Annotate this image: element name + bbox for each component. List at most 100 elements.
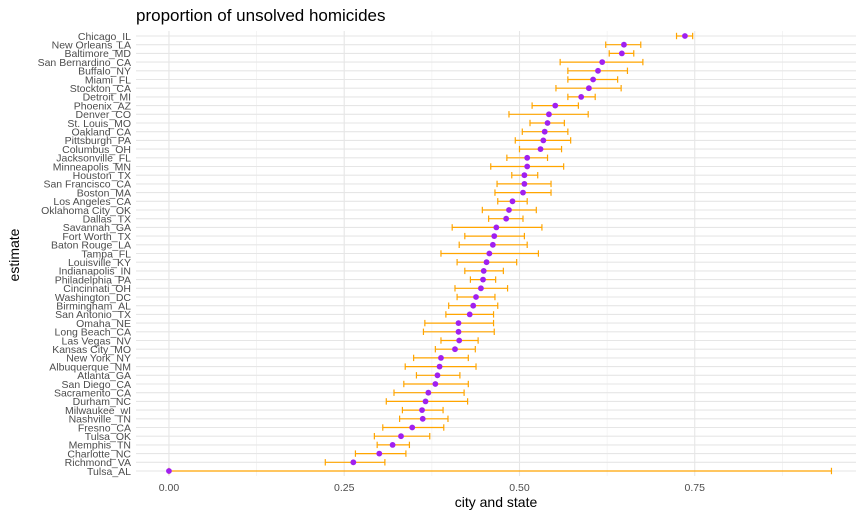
y-tick-label: Indianapolis_IN: [59, 266, 131, 278]
errorbar-group: [608, 50, 635, 57]
errorbar-group: [424, 319, 495, 327]
estimate-point: [350, 459, 357, 466]
estimate-point: [521, 172, 528, 179]
x-axis-tick-labels: 0.00 0.25 0.50 0.75: [159, 482, 705, 494]
estimate-point: [552, 102, 559, 109]
estimate-point: [506, 207, 512, 213]
estimate-point: [478, 285, 484, 292]
errorbar-group: [451, 224, 543, 231]
errorbar-group: [454, 285, 509, 292]
errorbar-group: [456, 259, 518, 266]
estimate-point: [434, 372, 441, 379]
errorbar-group: [399, 415, 449, 422]
x-tick-label: 0.50: [509, 482, 530, 494]
grid-lines: [136, 31, 856, 476]
errorbar-group: [555, 85, 622, 92]
y-tick-label: Jacksonville_FL: [56, 153, 131, 165]
errorbar-group: [496, 180, 552, 188]
errorbar-group: [464, 232, 525, 240]
errorbar-group: [506, 154, 549, 161]
errorbar-group: [401, 406, 444, 414]
estimate-point: [452, 346, 458, 353]
estimate-point: [503, 215, 510, 222]
errorbar-group: [494, 189, 552, 196]
errorbar-group: [403, 380, 469, 388]
errorbar-group: [605, 41, 642, 48]
y-tick-label: Stockton_CA: [70, 83, 131, 95]
estimate-point: [578, 94, 585, 100]
y-tick-label: Nashville_TN: [69, 414, 131, 426]
errorbar-group: [440, 250, 540, 257]
y-tick-label: Durham_NC: [73, 396, 132, 408]
estimate-point: [389, 442, 396, 448]
y-tick-label: Cincinnati_OH: [63, 283, 131, 295]
y-tick-label: Tulsa_AL: [87, 466, 131, 478]
y-tick-label: Pittsburgh_PA: [65, 135, 131, 147]
y-tick-label: Baltimore_MD: [64, 48, 131, 60]
estimate-point: [524, 154, 531, 161]
errorbar-group: [497, 198, 528, 205]
y-tick-label: Louisville_KY: [68, 257, 131, 269]
y-tick-label: Oklahoma City_OK: [41, 205, 131, 217]
y-tick-label: New York_NY: [66, 353, 131, 365]
errorbar-group: [415, 372, 461, 379]
y-tick-label: Las Vegas_NV: [62, 335, 131, 347]
y-tick-label: Fresno_CA: [78, 422, 131, 434]
estimate-point: [376, 450, 383, 457]
estimate-point: [521, 181, 528, 187]
estimate-point: [419, 407, 425, 413]
y-tick-label: Miami_FL: [85, 74, 131, 86]
estimate-point: [483, 259, 490, 266]
estimate-point: [480, 268, 487, 274]
errorbar-group: [675, 32, 694, 40]
y-tick-label: Tulsa_OK: [85, 431, 131, 443]
errorbar-group: [324, 459, 386, 466]
errorbar-group: [456, 293, 496, 301]
estimate-point: [491, 233, 498, 240]
y-tick-label: Savannah_GA: [63, 222, 131, 234]
y-tick-label: Richmond_VA: [65, 457, 131, 469]
estimate-point: [537, 146, 544, 153]
errorbar-group: [529, 119, 565, 127]
data-marks: [166, 32, 833, 475]
errorbar-group: [531, 102, 579, 109]
errorbar-group: [559, 58, 644, 66]
x-tick-label: 0.25: [334, 482, 355, 494]
errorbar-group: [567, 67, 629, 74]
y-tick-label: Baton Rouge_LA: [51, 240, 131, 252]
y-axis-title: estimate: [6, 228, 22, 281]
errorbar-group: [376, 441, 411, 449]
x-tick-label: 0.00: [159, 482, 180, 494]
errorbar-group: [404, 363, 477, 370]
y-tick-label: Albuquerque_NM: [49, 361, 131, 373]
estimate-point: [621, 41, 627, 48]
errorbar-group: [567, 93, 596, 101]
errorbar-group: [382, 424, 445, 431]
y-tick-label: Omaha_NE: [76, 318, 131, 330]
y-tick-label: Sacramento_CA: [54, 388, 131, 400]
y-tick-label: Fort Worth_TX: [62, 231, 131, 243]
y-tick-label: Tampa_FL: [81, 248, 131, 260]
y-tick-label: Birmingham_AL: [56, 301, 131, 313]
errorbar-group: [481, 206, 537, 214]
estimate-point: [456, 337, 463, 344]
errorbar-group: [413, 354, 469, 362]
y-tick-label: Oakland_CA: [71, 127, 131, 139]
errorbar-group: [445, 311, 495, 318]
estimate-point: [480, 276, 486, 283]
errorbar-group: [521, 128, 569, 135]
errorbar-group: [488, 215, 524, 222]
y-tick-label: Kansas City_MO: [52, 344, 131, 356]
y-tick-label: Los Angeles_CA: [53, 196, 131, 208]
estimate-point: [541, 128, 548, 135]
estimate-point: [595, 67, 601, 74]
y-tick-label: Minneapolis_MN: [53, 161, 131, 173]
errorbar-group: [385, 398, 469, 405]
estimate-point: [455, 328, 462, 335]
y-tick-label: San Antonio_TX: [55, 309, 131, 321]
y-tick-label: Houston_TX: [73, 170, 131, 182]
errorbar-group: [511, 172, 539, 179]
estimate-point: [540, 137, 547, 144]
